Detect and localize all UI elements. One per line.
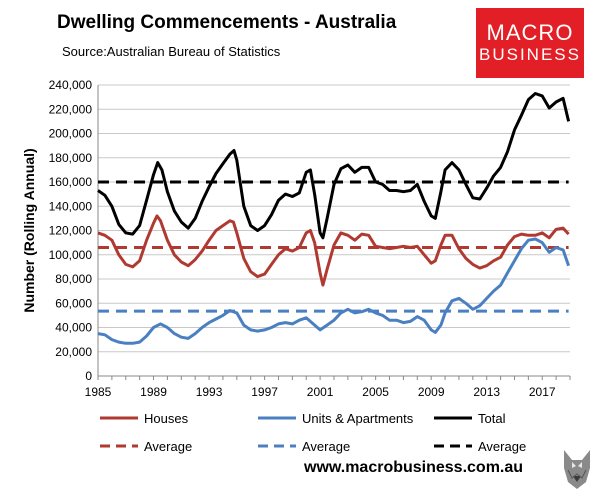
legend-item: Average (100, 439, 192, 454)
x-tick-label: 1997 (251, 385, 278, 399)
logo-line2: BUSINESS (479, 45, 581, 64)
wolf-icon (564, 450, 590, 489)
x-tick-label: 1993 (196, 385, 223, 399)
y-tick-label: 180,000 (49, 151, 93, 165)
series-line-units (97, 237, 571, 345)
legend-label: Average (144, 439, 192, 454)
y-tick-label: 40,000 (55, 321, 92, 335)
legend-item: Total (434, 411, 506, 426)
chart-title: Dwelling Commencements - Australia (57, 12, 397, 33)
legend-item: Houses (100, 411, 189, 426)
y-tick-label: 0 (85, 369, 92, 383)
y-tick-label: 160,000 (49, 175, 93, 189)
legend-item: Average (258, 439, 350, 454)
y-tick-label: 240,000 (49, 78, 93, 92)
y-tick-label: 200,000 (49, 127, 93, 141)
y-tick-label: 20,000 (55, 345, 92, 359)
logo-line1: MACRO (486, 20, 574, 45)
y-tick-label: 220,000 (49, 102, 93, 116)
x-tick-label: 2005 (362, 385, 389, 399)
series-line-total (97, 92, 571, 240)
legend-item: Average (434, 439, 526, 454)
website-url: www.macrobusiness.com.au (304, 459, 524, 476)
y-tick-label: 120,000 (49, 224, 93, 238)
y-tick-label: 80,000 (55, 272, 92, 286)
series-line-houses (97, 214, 570, 287)
legend-label: Units & Apartments (302, 411, 414, 426)
y-tick-label: 140,000 (49, 199, 93, 213)
x-tick-label: 2009 (418, 385, 445, 399)
legend-item: Units & Apartments (258, 411, 414, 426)
macrobusiness-logo: MACRO BUSINESS (476, 8, 584, 78)
x-tick-label: 2001 (307, 385, 334, 399)
legend-label: Total (478, 411, 506, 426)
x-tick-label: 2013 (473, 385, 500, 399)
y-tick-label: 100,000 (49, 248, 93, 262)
y-axis-label: Number (Rolling Annual) (21, 148, 37, 312)
x-tick-label: 1989 (140, 385, 167, 399)
legend-label: Houses (144, 411, 189, 426)
chart-source: Source:Australian Bureau of Statistics (62, 44, 281, 59)
legend-label: Average (478, 439, 526, 454)
legend-label: Average (302, 439, 350, 454)
x-tick-label: 2017 (529, 385, 556, 399)
x-tick-label: 1985 (85, 385, 112, 399)
y-tick-label: 60,000 (55, 296, 92, 310)
